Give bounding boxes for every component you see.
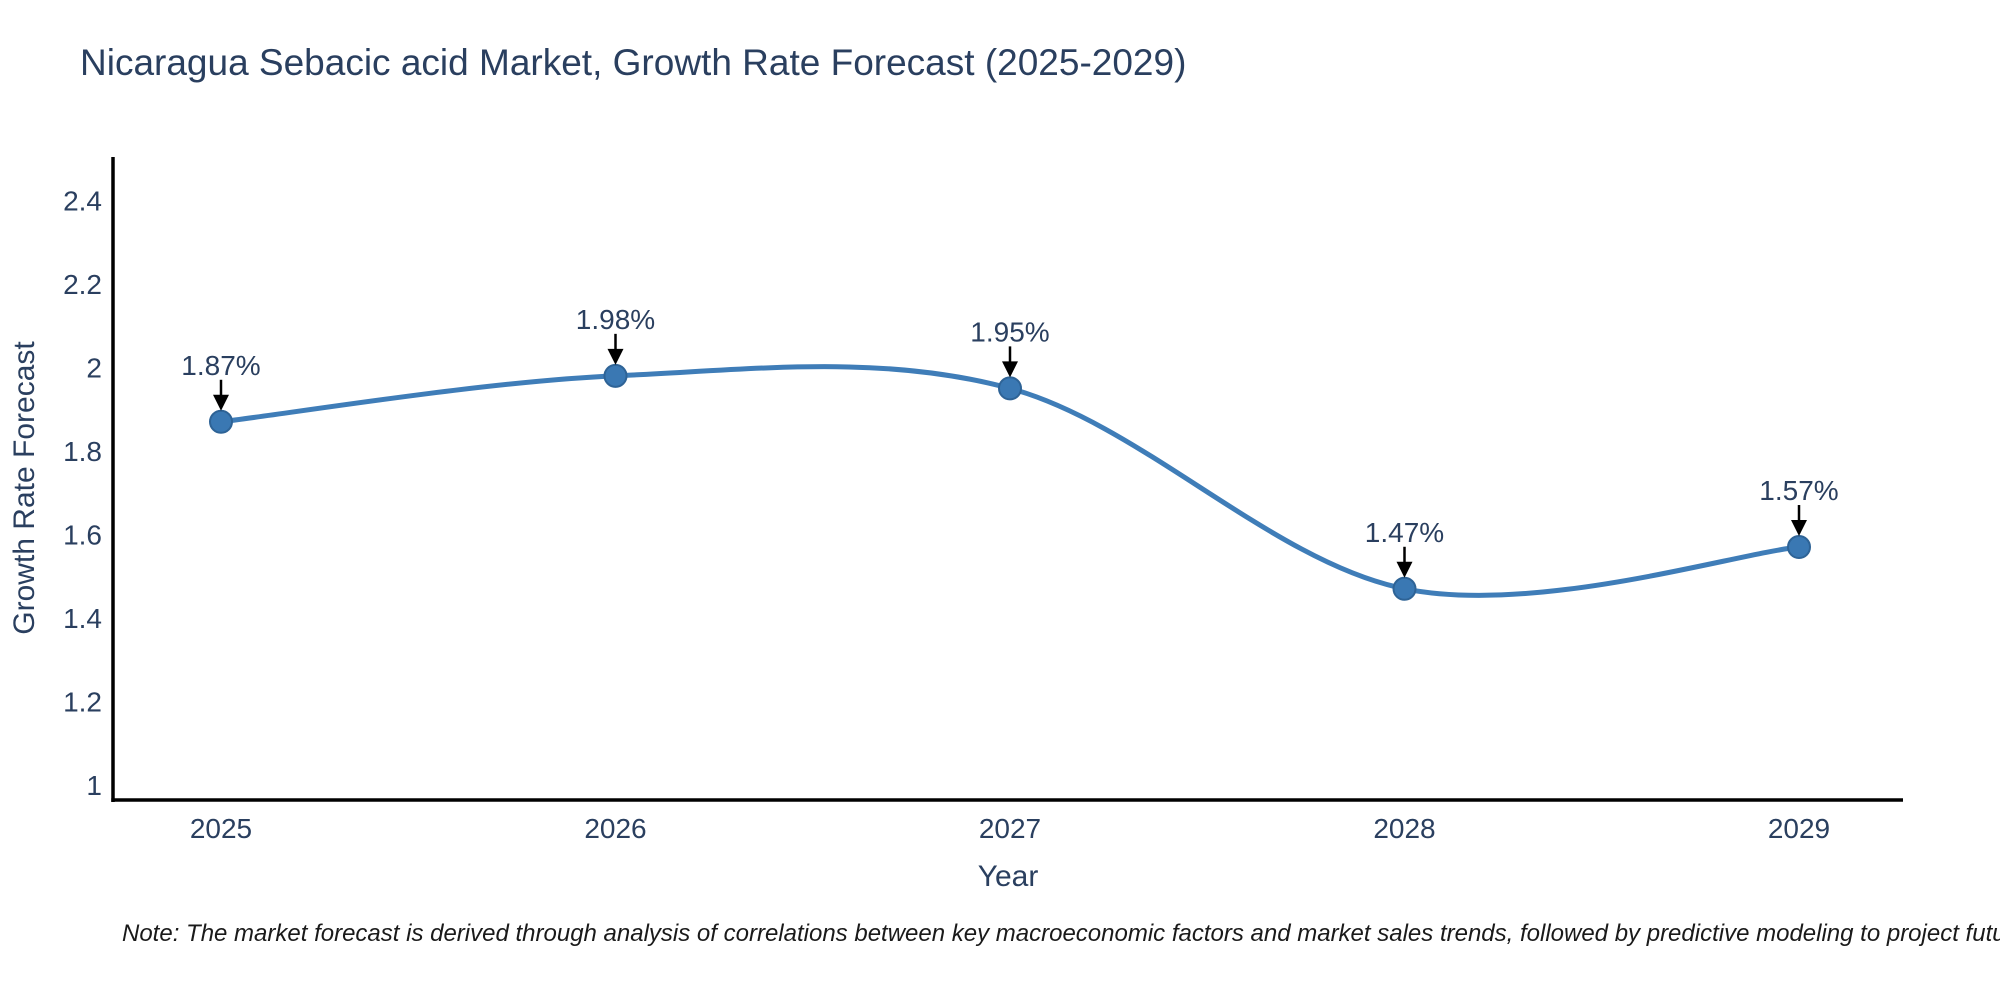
annotation-arrowhead [607,348,624,365]
x-tick-label: 2025 [190,813,252,844]
data-point-marker [209,409,233,434]
annotation-label: 1.87% [181,350,260,381]
annotation-arrowhead [213,394,229,411]
annotation-label: 1.47% [1365,517,1444,548]
y-tick-label: 2.2 [63,269,102,300]
x-tick-label: 2027 [979,813,1041,844]
annotation-label: 1.95% [970,316,1049,347]
y-tick-label: 1.6 [63,520,102,551]
annotation-arrowhead [1791,520,1807,537]
x-tick-label: 2028 [1373,813,1435,844]
y-tick-label: 1 [86,770,102,801]
data-point-marker [1392,576,1417,601]
y-axis-title: Growth Rate Forecast [8,341,41,635]
x-tick-label: 2026 [584,813,646,844]
data-point-marker [1787,535,1811,560]
y-tick-label: 1.8 [63,436,102,467]
y-tick-label: 2 [86,353,102,384]
chart-title: Nicaragua Sebacic acid Market, Growth Ra… [80,42,1187,83]
y-tick-label: 1.4 [63,603,102,634]
y-tick-label: 2.4 [63,186,102,217]
annotation-arrowhead [1002,361,1018,378]
annotation-arrowhead [1396,561,1413,578]
data-point-marker [603,363,628,388]
data-point-marker [998,376,1022,401]
line-series-path [218,364,1802,598]
annotation-label: 1.57% [1759,475,1838,506]
y-tick-label: 1.2 [63,687,102,718]
x-tick-label: 2029 [1768,813,1830,844]
annotation-label: 1.98% [576,304,655,335]
x-axis-title: Year [978,860,1039,893]
footnote: Note: The market forecast is derived thr… [122,920,2000,947]
